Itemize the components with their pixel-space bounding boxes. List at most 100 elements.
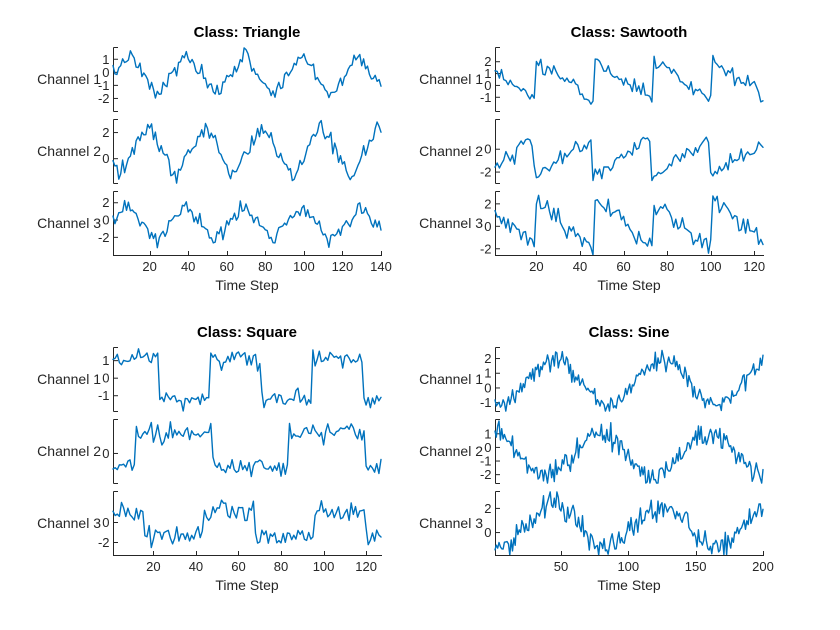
x-tick-label: 20 xyxy=(529,259,544,274)
channel-plot: 10-1-2 xyxy=(98,47,382,112)
waveform-line xyxy=(494,194,764,256)
waveform-line xyxy=(494,491,764,556)
waveform-line xyxy=(112,119,382,184)
channel-label: Channel 1 xyxy=(419,371,483,387)
y-tick-label: 0 xyxy=(102,213,109,228)
y-tick-label: 1 xyxy=(484,66,491,81)
channel-label: Channel 3 xyxy=(37,515,101,531)
channel-plot: 0 xyxy=(102,419,382,484)
x-tick-mark xyxy=(265,251,266,255)
y-tick-label: 2 xyxy=(484,54,491,69)
x-tick-label: 200 xyxy=(752,559,774,574)
x-tick-mark xyxy=(150,251,151,255)
y-tick-label: 0 xyxy=(102,371,109,386)
x-tick-label: 150 xyxy=(684,559,707,574)
channel-plot: 210-1 xyxy=(480,47,764,112)
y-tick-label: -2 xyxy=(480,467,492,482)
x-tick-mark xyxy=(628,551,629,555)
y-tick-label: 0 xyxy=(102,515,109,530)
channel-plot: 0-2 xyxy=(98,491,382,556)
y-tick-label: 1 xyxy=(484,366,491,381)
channel-label: Channel 3 xyxy=(419,215,483,231)
y-tick-label: -1 xyxy=(480,90,492,105)
x-axis-line xyxy=(495,255,764,256)
x-tick-mark xyxy=(754,251,755,255)
y-tick-label: 2 xyxy=(484,351,491,366)
y-tick-label: 0 xyxy=(484,142,491,157)
x-tick-label: 20 xyxy=(146,559,161,574)
x-tick-label: 120 xyxy=(331,259,354,274)
x-tick-label: 60 xyxy=(219,259,234,274)
x-tick-label: 80 xyxy=(659,259,675,274)
x-tick-label: 100 xyxy=(312,559,335,574)
x-tick-mark xyxy=(667,251,668,255)
x-tick-label: 40 xyxy=(188,559,204,574)
waveform-line xyxy=(112,47,382,99)
y-tick-label: 0 xyxy=(484,78,491,93)
y-tick-label: 0 xyxy=(102,65,109,80)
channel-label: Channel 1 xyxy=(419,71,483,87)
x-tick-label: 60 xyxy=(231,559,246,574)
y-tick-label: -2 xyxy=(98,91,110,106)
x-axis-title: Time Step xyxy=(597,577,661,593)
y-tick-label: 0 xyxy=(484,219,491,234)
y-tick-label: 2 xyxy=(484,501,491,516)
x-tick-mark xyxy=(342,251,343,255)
chart-title: Class: Square xyxy=(196,324,298,341)
chart-title: Class: Sine xyxy=(588,324,670,341)
channel-label: Channel 2 xyxy=(37,443,101,459)
waveform-line xyxy=(494,54,764,105)
waveform-line xyxy=(112,199,382,249)
y-tick-label: 0 xyxy=(484,440,491,455)
waveform-line xyxy=(494,136,764,182)
y-tick-label: -2 xyxy=(98,230,110,245)
y-tick-label: -1 xyxy=(480,395,492,410)
channel-label: Channel 2 xyxy=(419,443,483,459)
channel-plot: 20 xyxy=(484,491,764,556)
y-tick-label: 1 xyxy=(102,353,109,368)
x-tick-label: 100 xyxy=(699,259,722,274)
channel-plot: 10-1-2 xyxy=(480,419,764,484)
x-tick-mark xyxy=(227,251,228,255)
y-tick-label: 0 xyxy=(484,380,491,395)
x-tick-mark xyxy=(304,251,305,255)
channel-label: Channel 3 xyxy=(37,215,101,231)
y-tick-label: 1 xyxy=(102,52,109,67)
x-tick-mark xyxy=(366,551,367,555)
y-tick-label: 2 xyxy=(484,196,491,211)
channel-plot: 1 0 -1 xyxy=(98,347,382,412)
x-tick-label: 100 xyxy=(617,559,640,574)
y-tick-label: 0 xyxy=(484,525,491,540)
waveform-line xyxy=(112,348,382,412)
x-tick-mark xyxy=(696,551,697,555)
x-axis-line xyxy=(113,255,382,256)
channel-plot: 0-2 xyxy=(480,119,764,184)
chart-title: Class: Sawtooth xyxy=(570,24,688,41)
waveform-line xyxy=(494,420,764,484)
x-axis-title: Time Step xyxy=(215,277,279,293)
x-tick-mark xyxy=(324,551,325,555)
waveform-line xyxy=(112,499,382,549)
x-tick-label: 100 xyxy=(293,259,315,274)
channel-label: Channel 2 xyxy=(37,143,101,159)
x-tick-label: 120 xyxy=(355,559,377,574)
x-tick-mark xyxy=(281,551,282,555)
x-axis-line xyxy=(495,555,764,556)
x-tick-mark xyxy=(196,551,197,555)
x-tick-mark xyxy=(238,551,239,555)
y-tick-label: -1 xyxy=(98,388,110,403)
x-tick-mark xyxy=(153,551,154,555)
y-tick-label: 0 xyxy=(102,446,109,461)
x-tick-label: 60 xyxy=(616,259,631,274)
chart-title: Class: Triangle xyxy=(193,24,301,41)
waveform-line xyxy=(112,421,382,478)
channel-plot: 210-1 xyxy=(480,347,764,412)
x-tick-label: 40 xyxy=(180,259,196,274)
x-tick-label: 40 xyxy=(572,259,588,274)
channel-label: Channel 1 xyxy=(37,371,101,387)
x-tick-mark xyxy=(381,251,382,255)
channel-label: Channel 1 xyxy=(37,71,101,87)
y-tick-label: -1 xyxy=(480,454,492,469)
y-tick-label: 0 xyxy=(102,151,109,166)
channel-plot: 2 0 -2 xyxy=(480,191,764,256)
